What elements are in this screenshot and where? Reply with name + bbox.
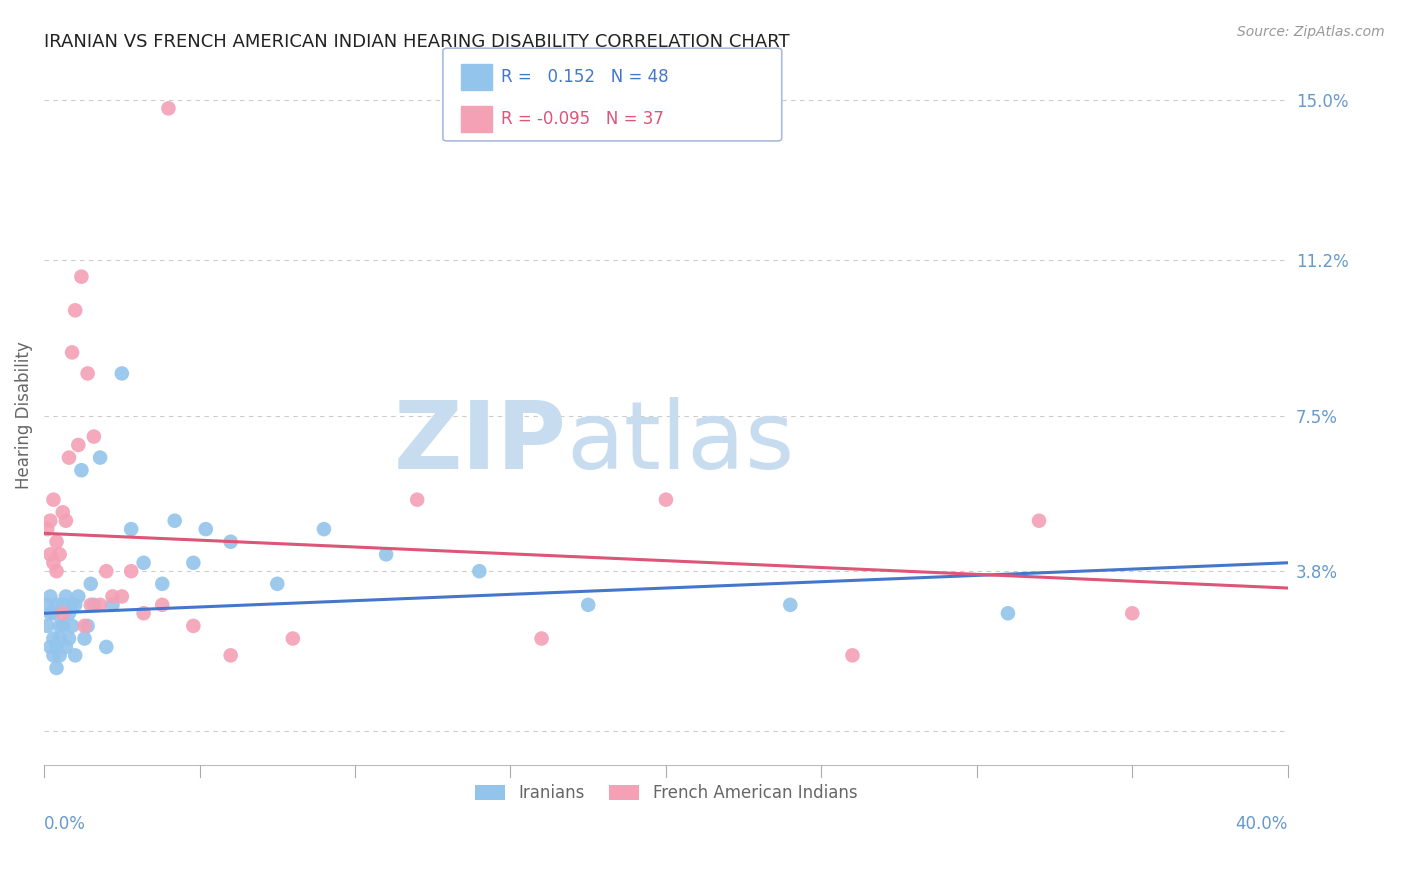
Point <box>281 632 304 646</box>
Point <box>55 514 77 528</box>
Point <box>42 607 65 621</box>
Point <box>45 564 67 578</box>
Point <box>1121 607 1143 621</box>
Point <box>63 303 86 318</box>
Point <box>468 564 491 578</box>
Point <box>194 522 217 536</box>
Point <box>70 269 93 284</box>
Text: ZIP: ZIP <box>394 398 567 490</box>
Point <box>150 598 173 612</box>
Point <box>266 577 288 591</box>
Point <box>312 522 335 536</box>
Point <box>120 522 142 536</box>
Point <box>80 598 103 612</box>
Text: R =   0.152   N = 48: R = 0.152 N = 48 <box>501 68 668 86</box>
Point <box>76 619 98 633</box>
Legend: Iranians, French American Indians: Iranians, French American Indians <box>468 778 863 809</box>
Point <box>120 564 142 578</box>
Point <box>219 534 242 549</box>
Point <box>101 590 124 604</box>
Point <box>219 648 242 663</box>
Point <box>67 438 90 452</box>
Point <box>163 514 186 528</box>
Point <box>48 648 70 663</box>
Point <box>80 577 103 591</box>
Point <box>60 598 83 612</box>
Point <box>42 648 65 663</box>
Point <box>655 492 678 507</box>
Point <box>132 607 155 621</box>
Point <box>73 632 96 646</box>
Point <box>37 598 59 612</box>
Text: R = -0.095   N = 37: R = -0.095 N = 37 <box>501 110 664 128</box>
Point <box>58 607 80 621</box>
Point <box>73 619 96 633</box>
Point <box>576 598 599 612</box>
Point <box>48 547 70 561</box>
Point <box>96 640 118 654</box>
Point <box>111 590 134 604</box>
Point <box>779 598 801 612</box>
Point <box>42 556 65 570</box>
Point <box>83 598 105 612</box>
Point <box>48 632 70 646</box>
Point <box>132 556 155 570</box>
Point <box>58 632 80 646</box>
Point <box>39 547 62 561</box>
Point <box>157 101 180 115</box>
Point <box>42 632 65 646</box>
Point <box>67 590 90 604</box>
Point <box>37 619 59 633</box>
Point <box>48 619 70 633</box>
Point <box>52 598 75 612</box>
Point <box>45 661 67 675</box>
Point <box>375 547 398 561</box>
Point <box>42 492 65 507</box>
Point <box>183 619 205 633</box>
Point <box>63 648 86 663</box>
Point <box>55 640 77 654</box>
Point <box>96 564 118 578</box>
Point <box>45 598 67 612</box>
Text: 0.0%: 0.0% <box>44 815 86 833</box>
Point <box>45 534 67 549</box>
Point <box>841 648 863 663</box>
Point <box>76 367 98 381</box>
Point <box>55 590 77 604</box>
Text: Source: ZipAtlas.com: Source: ZipAtlas.com <box>1237 25 1385 39</box>
Point <box>39 514 62 528</box>
Point <box>101 598 124 612</box>
Point <box>52 619 75 633</box>
Point <box>89 450 111 465</box>
Point <box>39 640 62 654</box>
Y-axis label: Hearing Disability: Hearing Disability <box>15 342 32 490</box>
Point <box>150 577 173 591</box>
Point <box>39 607 62 621</box>
Point <box>183 556 205 570</box>
Point <box>37 522 59 536</box>
Point <box>39 590 62 604</box>
Point <box>997 607 1019 621</box>
Text: 40.0%: 40.0% <box>1236 815 1288 833</box>
Point <box>60 345 83 359</box>
Point <box>52 607 75 621</box>
Point <box>52 505 75 519</box>
Point <box>83 429 105 443</box>
Point <box>111 367 134 381</box>
Point <box>45 640 67 654</box>
Point <box>63 598 86 612</box>
Point <box>406 492 429 507</box>
Point <box>60 619 83 633</box>
Text: atlas: atlas <box>567 398 794 490</box>
Point <box>58 450 80 465</box>
Point <box>70 463 93 477</box>
Point <box>1028 514 1050 528</box>
Point <box>530 632 553 646</box>
Text: IRANIAN VS FRENCH AMERICAN INDIAN HEARING DISABILITY CORRELATION CHART: IRANIAN VS FRENCH AMERICAN INDIAN HEARIN… <box>44 33 790 51</box>
Point <box>89 598 111 612</box>
